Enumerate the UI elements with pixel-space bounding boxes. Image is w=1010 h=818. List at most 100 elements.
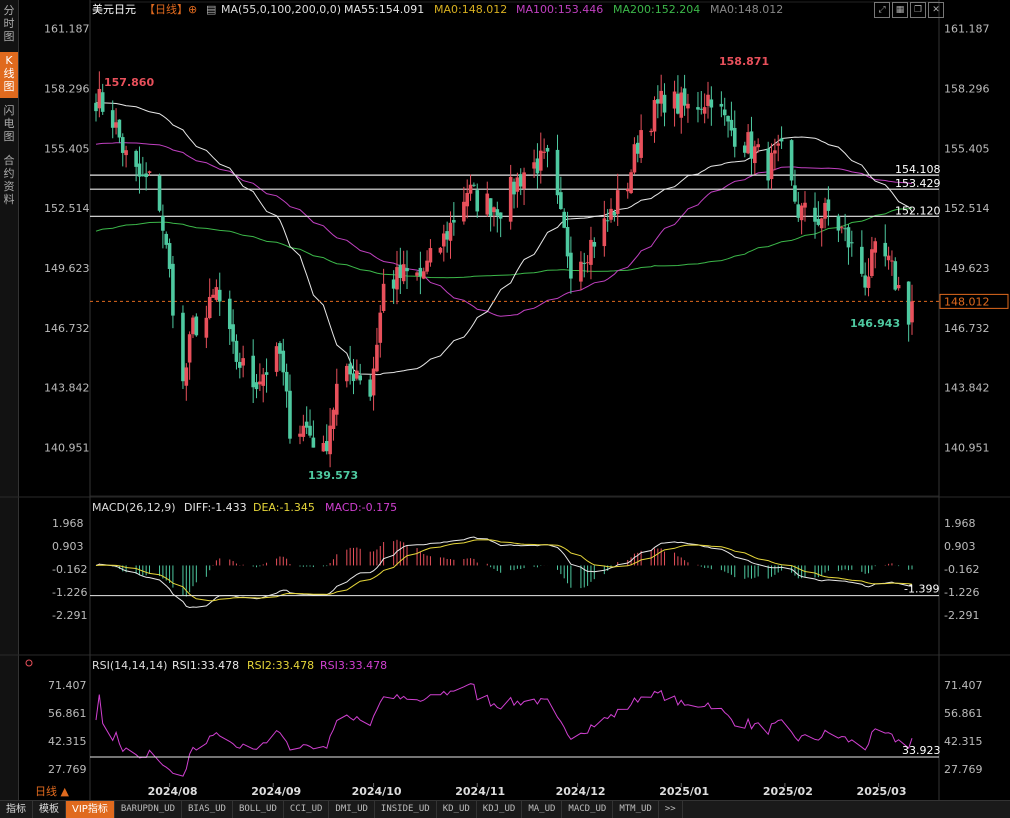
expand-icon[interactable]: ⤢: [874, 2, 890, 18]
indicator-tab[interactable]: 模板: [33, 801, 66, 818]
candle-body: [819, 218, 824, 229]
candle-body: [823, 202, 827, 219]
candle-body: [328, 425, 332, 455]
candle-body: [729, 119, 734, 131]
candle-body: [324, 441, 329, 452]
rsi-level-label: 33.923: [902, 744, 941, 757]
month-label: 2024/09: [251, 785, 301, 798]
add-indicator-icon[interactable]: ⊕: [188, 3, 197, 16]
candle-body: [488, 198, 493, 216]
indicator-tab[interactable]: BOLL_UD: [233, 801, 284, 818]
window-icon[interactable]: ❐: [910, 2, 926, 18]
rsi-plot: 33.923: [90, 683, 941, 777]
indicator-tab[interactable]: DMI_UD: [329, 801, 375, 818]
current-price-label: 148.012: [944, 295, 990, 308]
candle-body: [702, 107, 707, 114]
candle-body: [629, 172, 633, 194]
price-axis-right: 161.187 158.296 155.405 152.514 149.623 146.7…: [944, 23, 990, 455]
moving-average-lines: [95, 102, 913, 376]
candle-body: [194, 316, 199, 336]
indicator-tab[interactable]: >>: [659, 801, 683, 818]
date-axis: 2024/08 2024/09 2024/10 2024/11 2024/12 2025/…: [148, 783, 907, 798]
candle-body: [542, 151, 546, 153]
candle-body: [171, 263, 175, 316]
close-icon[interactable]: ✕: [928, 2, 944, 18]
candle-body: [254, 382, 259, 390]
macd-dea-line: [95, 539, 913, 602]
candle-body: [358, 375, 362, 381]
ma-settings-icon[interactable]: ▤: [206, 3, 216, 16]
indicator-tab[interactable]: MTM_UD: [613, 801, 659, 818]
candle-body: [134, 150, 138, 167]
macd-header: MACD(26,12,9) DIFF:-1.433 DEA:-1.345 MAC…: [92, 501, 397, 514]
tab-contract-info[interactable]: 合约资料: [3, 154, 15, 206]
price-tick-right: 146.732: [944, 322, 990, 335]
tab-flash-chart[interactable]: 闪电图: [3, 104, 15, 143]
candle-body: [304, 421, 309, 428]
candle-body: [331, 409, 336, 429]
candle-body: [893, 261, 898, 290]
side-tab-bar: 分时图 K线图 闪电图 合约资料: [0, 0, 19, 800]
macd-value: MACD:-0.175: [325, 501, 397, 514]
candle-body: [147, 171, 152, 173]
indicator-tab[interactable]: VIP指标: [66, 801, 115, 818]
candle-body: [686, 103, 690, 109]
macd-plot: -1.399: [90, 536, 939, 609]
indicator-tab[interactable]: 指标: [0, 801, 33, 818]
candle-body: [274, 346, 279, 372]
macd-tick-right: 0.903: [944, 540, 976, 553]
candle-body: [585, 262, 590, 264]
indicator-tab[interactable]: BARUPDN_UD: [115, 801, 183, 818]
tab-time-share[interactable]: 分时图: [3, 4, 15, 43]
candle-body: [157, 175, 162, 211]
price-tick-left: 161.187: [44, 23, 90, 36]
macd-title: MACD(26,12,9): [92, 501, 176, 514]
grid-icon[interactable]: ▦: [892, 2, 908, 18]
indicator-tab[interactable]: CCI_UD: [284, 801, 330, 818]
candle-body: [301, 425, 306, 437]
candle-body: [615, 190, 620, 214]
candle-body: [562, 211, 566, 228]
indicator-tab[interactable]: KDJ_UD: [477, 801, 523, 818]
tab-kline[interactable]: K线图: [0, 52, 18, 98]
indicator-tab[interactable]: MACD_UD: [562, 801, 614, 818]
period-selector[interactable]: 日线 ▲: [35, 784, 69, 798]
candle-body: [896, 284, 901, 289]
month-label: 2025/03: [857, 785, 907, 798]
ma100-value: MA100:153.446: [516, 3, 603, 16]
candle-body: [241, 358, 245, 366]
candle-body: [261, 374, 266, 386]
candle-body: [355, 370, 359, 379]
price-tick-right: 152.514: [944, 202, 990, 215]
high-label: 158.871: [719, 55, 769, 68]
candle-body: [378, 312, 383, 343]
level-label: 154.108: [895, 163, 941, 176]
candle-body: [699, 108, 704, 110]
candle-body: [452, 219, 456, 223]
indicator-tab[interactable]: MA_UD: [522, 801, 563, 818]
indicator-tab[interactable]: BIAS_UD: [182, 801, 233, 818]
candle-body: [846, 227, 851, 248]
price-tick-right: 143.842: [944, 382, 990, 395]
candle-body: [756, 144, 760, 148]
candle-body: [258, 381, 262, 385]
candle-body: [211, 294, 215, 298]
month-label: 2025/01: [659, 785, 709, 798]
candle-body: [391, 279, 396, 289]
rsi-marker-icon[interactable]: [25, 659, 33, 667]
ma55-value: MA55:154.091: [344, 3, 424, 16]
current-price-box: [939, 293, 1009, 309]
period-tag[interactable]: 【日线】: [144, 2, 188, 16]
rsi-tick-left: 42.315: [48, 735, 87, 748]
indicator-tab[interactable]: KD_UD: [437, 801, 477, 818]
candle-body: [144, 173, 148, 178]
candle-body: [167, 243, 172, 269]
macd-diff: DIFF:-1.433: [184, 501, 247, 514]
candle-body: [796, 204, 801, 218]
indicator-tab[interactable]: INSIDE_UD: [375, 801, 437, 818]
macd-tick-left: -1.226: [52, 586, 87, 599]
candle-body: [311, 437, 316, 448]
candle-body: [625, 189, 630, 192]
chart-canvas[interactable]: 美元日元 【日线】 ⊕ ▤ MA(55,0,100,200,0,0) MA55:…: [0, 0, 1010, 800]
price-annotations: 157.860 158.871 139.573 146.943 148.012: [104, 55, 1009, 482]
